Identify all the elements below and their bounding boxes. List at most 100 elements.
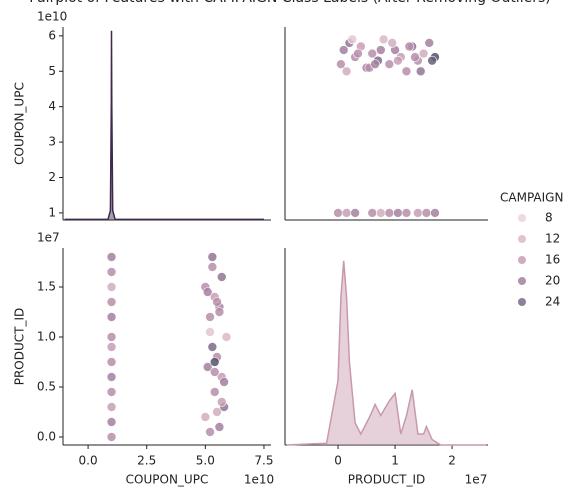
x-tick-label: 2.5 xyxy=(137,454,156,468)
point xyxy=(200,412,211,422)
point xyxy=(424,38,435,48)
point xyxy=(378,34,389,45)
y-offset: 1e7 xyxy=(37,231,60,245)
x-tick-label: 5.0 xyxy=(196,454,215,468)
point xyxy=(205,427,215,437)
x-offset: 1e10 xyxy=(244,473,274,487)
point xyxy=(216,272,227,282)
point xyxy=(106,372,117,382)
point xyxy=(418,48,429,59)
point xyxy=(367,208,378,218)
point xyxy=(106,342,117,352)
point xyxy=(367,48,378,59)
x-tick-label: 0 xyxy=(334,454,342,468)
legend-label: 8 xyxy=(545,211,553,225)
point xyxy=(106,402,117,412)
point xyxy=(347,34,358,45)
point xyxy=(106,267,117,277)
kde-line xyxy=(64,30,264,221)
point xyxy=(415,66,426,77)
point xyxy=(341,66,352,77)
point xyxy=(375,45,386,55)
point xyxy=(209,387,220,397)
point xyxy=(221,332,232,342)
point xyxy=(106,252,117,262)
x-tick-label: 7.5 xyxy=(254,454,273,468)
point xyxy=(214,422,225,432)
y-axis-label: COUPON_UPC xyxy=(13,82,27,165)
y-tick-label: 1.0 xyxy=(37,330,56,344)
point xyxy=(336,59,346,69)
y-offset: 1e10 xyxy=(37,10,67,24)
point xyxy=(384,59,395,69)
point xyxy=(216,397,227,407)
point xyxy=(219,377,229,387)
point xyxy=(212,407,222,417)
legend-title: CAMPAIGN xyxy=(500,191,563,205)
legend-marker xyxy=(518,214,526,222)
point xyxy=(401,208,412,218)
point xyxy=(350,208,360,218)
y-tick-label: 4 xyxy=(48,99,56,113)
point xyxy=(202,362,213,372)
y-tick-label: 1.5 xyxy=(37,280,56,294)
point xyxy=(333,208,343,218)
kde-line xyxy=(286,260,487,446)
point xyxy=(205,327,215,337)
point xyxy=(384,208,395,218)
y-tick-label: 0.5 xyxy=(37,380,56,394)
point xyxy=(212,297,222,307)
legend-marker xyxy=(518,277,526,285)
point xyxy=(387,38,398,48)
point xyxy=(209,367,220,377)
x-tick-label: 2 xyxy=(448,454,456,468)
x-tick-label: 0.0 xyxy=(79,454,98,468)
point xyxy=(404,41,415,52)
point xyxy=(106,332,117,342)
point xyxy=(207,262,218,272)
point xyxy=(427,55,437,66)
point xyxy=(106,297,117,307)
kde-area xyxy=(64,30,264,220)
point xyxy=(106,417,117,427)
y-tick-label: 1 xyxy=(48,205,56,219)
point xyxy=(205,312,215,322)
point xyxy=(353,48,363,59)
x-axis-label: PRODUCT_ID xyxy=(348,473,426,487)
point xyxy=(207,252,218,262)
legend-marker xyxy=(518,298,526,306)
point xyxy=(106,387,117,397)
point xyxy=(214,307,225,317)
y-tick-label: 6 xyxy=(48,28,56,42)
point xyxy=(375,208,386,218)
point xyxy=(209,357,220,367)
point xyxy=(106,282,117,292)
y-tick-label: 2 xyxy=(48,170,56,184)
legend-label: 20 xyxy=(545,274,560,288)
legend-label: 16 xyxy=(545,253,560,267)
legend-marker xyxy=(518,235,526,243)
y-axis-label: PRODUCT_ID xyxy=(13,308,27,386)
x-tick-label: 1 xyxy=(391,454,399,468)
point xyxy=(421,208,432,218)
point xyxy=(370,59,380,69)
point xyxy=(106,357,117,367)
point xyxy=(106,312,117,322)
point xyxy=(207,342,218,352)
point xyxy=(430,208,440,218)
x-offset: 1e7 xyxy=(465,473,488,487)
y-tick-label: 5 xyxy=(48,64,56,78)
point xyxy=(401,66,412,77)
legend-marker xyxy=(518,256,526,264)
legend-label: 12 xyxy=(545,232,560,246)
x-axis-label: COUPON_UPC xyxy=(126,473,209,487)
legend-label: 24 xyxy=(545,295,560,309)
point xyxy=(393,55,403,66)
point xyxy=(413,208,423,218)
kde-area xyxy=(286,260,487,445)
point xyxy=(202,287,213,297)
y-tick-label: 0.0 xyxy=(37,430,56,444)
y-tick-label: 3 xyxy=(48,135,56,149)
point xyxy=(393,208,403,218)
